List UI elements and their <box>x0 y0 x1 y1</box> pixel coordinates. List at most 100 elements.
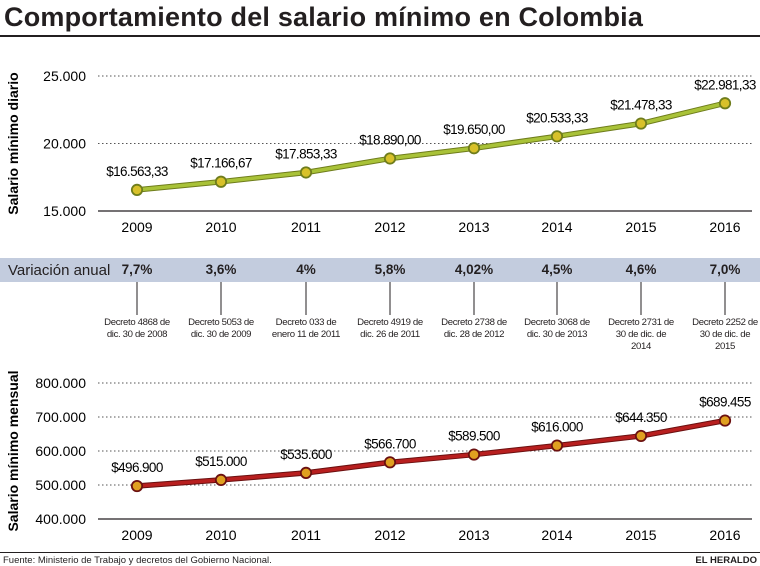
data-point <box>550 130 564 143</box>
data-point <box>550 439 564 452</box>
data-label: $18.890,00 <box>359 132 421 147</box>
decree-label: Decreto 5053 de dic. 30 de 2009 <box>185 317 257 341</box>
data-point <box>214 473 228 487</box>
decree-line: dic. 26 de 2011 <box>360 329 420 340</box>
x-tick-label: 2014 <box>541 219 572 235</box>
x-tick-label: 2013 <box>458 219 489 235</box>
data-label: $17.166,67 <box>190 156 252 171</box>
y-axis-title: Salario mínimo diario <box>5 72 21 214</box>
data-point <box>130 183 144 196</box>
series-line <box>136 418 726 488</box>
y-axis-title: Salario mínimo mensual <box>5 370 21 531</box>
decree-label: Decreto 2731 de 30 de dic. de 2014 <box>605 317 677 353</box>
data-point <box>214 175 228 188</box>
decree-label: Decreto 2738 de dic. 28 de 2012 <box>438 317 510 341</box>
x-tick-label: 2012 <box>374 527 405 543</box>
data-label: $496.900 <box>111 460 163 475</box>
y-tick-label: 600.000 <box>35 443 86 459</box>
data-point <box>467 448 481 461</box>
x-tick-label: 2009 <box>121 219 152 235</box>
data-label: $566.700 <box>364 436 416 451</box>
x-tick-label: 2015 <box>625 219 656 235</box>
x-tick-label: 2016 <box>709 527 740 543</box>
variation-value: 4,6% <box>625 262 657 277</box>
x-tick-label: 2011 <box>291 527 321 543</box>
title-rule <box>0 35 760 37</box>
variation-label: Variación anual <box>8 262 111 279</box>
decree-line: 30 de dic. de 2015 <box>699 329 751 352</box>
decree-line: Decreto 4919 de <box>357 317 423 328</box>
decree-label: Decreto 4868 de dic. 30 de 2008 <box>101 317 173 341</box>
decree-line: 30 de dic. de 2014 <box>615 329 667 352</box>
decree-label: Decreto 2252 de 30 de dic. de 2015 <box>689 317 760 353</box>
data-point <box>299 166 313 179</box>
decree-line: dic. 30 de 2009 <box>190 329 252 340</box>
data-point <box>383 152 397 165</box>
data-point <box>718 414 732 427</box>
decree-line: Decreto 2731 de <box>608 317 674 328</box>
brand-name: EL HERALDO <box>695 555 757 566</box>
x-tick-label: 2012 <box>374 219 405 235</box>
data-label: $21.478,33 <box>610 98 672 113</box>
decree-connectors <box>136 282 726 315</box>
y-tick-label: 20.000 <box>43 136 86 152</box>
y-tick-label: 400.000 <box>35 511 86 527</box>
decree-line: Decreto 5053 de <box>188 317 254 328</box>
data-point <box>634 429 648 443</box>
data-label: $22.981,33 <box>694 77 756 92</box>
data-point <box>467 142 481 155</box>
variation-value: 7,7% <box>121 262 153 277</box>
data-label: $535.600 <box>280 447 332 462</box>
decree-label: Decreto 3068 de dic. 30 de 2013 <box>521 317 593 341</box>
data-label: $616.000 <box>531 420 583 435</box>
y-tick-label: 15.000 <box>43 203 86 219</box>
decree-line: dic. 28 de 2012 <box>443 329 505 340</box>
data-label: $17.853,33 <box>275 146 337 161</box>
series-line-outline <box>136 100 726 193</box>
variation-value: 5,8% <box>374 262 406 277</box>
data-label: $19.650,00 <box>443 122 505 137</box>
decree-label: Decreto 4919 de dic. 26 de 2011 <box>354 317 426 341</box>
y-tick-label: 500.000 <box>35 477 86 493</box>
x-tick-label: 2014 <box>541 527 572 543</box>
variation-band <box>0 258 760 282</box>
page-title: Comportamiento del salario mínimo en Col… <box>4 2 644 32</box>
decree-line: enero 11 de 2011 <box>271 329 341 340</box>
data-label: $515.000 <box>195 454 247 469</box>
data-point <box>130 479 144 493</box>
footer-rule <box>0 552 760 553</box>
source-note: Fuente: Ministerio de Trabajo y decretos… <box>3 555 272 566</box>
variation-value: 4% <box>296 262 316 277</box>
variation-value: 4,5% <box>541 262 573 277</box>
data-label: $16.563,33 <box>106 164 168 179</box>
decree-line: Decreto 033 de <box>275 317 337 328</box>
x-tick-label: 2015 <box>625 527 656 543</box>
daily-wage-chart: Salario mínimo diario 15.000 20.000 25.000 2… <box>5 68 756 235</box>
decree-line: Decreto 4868 de <box>104 317 170 328</box>
decree-line: Decreto 2738 de <box>441 317 507 328</box>
x-tick-label: 2010 <box>205 527 236 543</box>
x-tick-label: 2010 <box>205 219 236 235</box>
data-label: $589.500 <box>448 429 500 444</box>
data-point <box>634 117 648 130</box>
decree-line: dic. 30 de 2008 <box>106 329 168 340</box>
data-label: $644.350 <box>615 410 667 425</box>
x-tick-label: 2011 <box>291 219 321 235</box>
variation-value: 3,6% <box>205 262 237 277</box>
data-point <box>383 456 397 469</box>
variation-value: 7,0% <box>709 262 741 277</box>
data-point <box>299 466 313 479</box>
data-point <box>718 97 732 110</box>
decree-line: Decreto 2252 de <box>692 317 758 328</box>
decree-line: Decreto 3068 de <box>524 317 590 328</box>
y-tick-label: 25.000 <box>43 68 86 84</box>
y-tick-label: 700.000 <box>35 409 86 425</box>
monthly-wage-chart: Salario mínimo mensual 400.000 500.000 600.… <box>5 370 752 543</box>
x-tick-label: 2013 <box>458 527 489 543</box>
decree-label: Decreto 033 de enero 11 de 2011 <box>270 317 342 341</box>
series-line <box>136 101 726 192</box>
variation-value: 4,02% <box>454 262 494 277</box>
x-tick-label: 2016 <box>709 219 740 235</box>
y-tick-label: 800.000 <box>35 375 86 391</box>
